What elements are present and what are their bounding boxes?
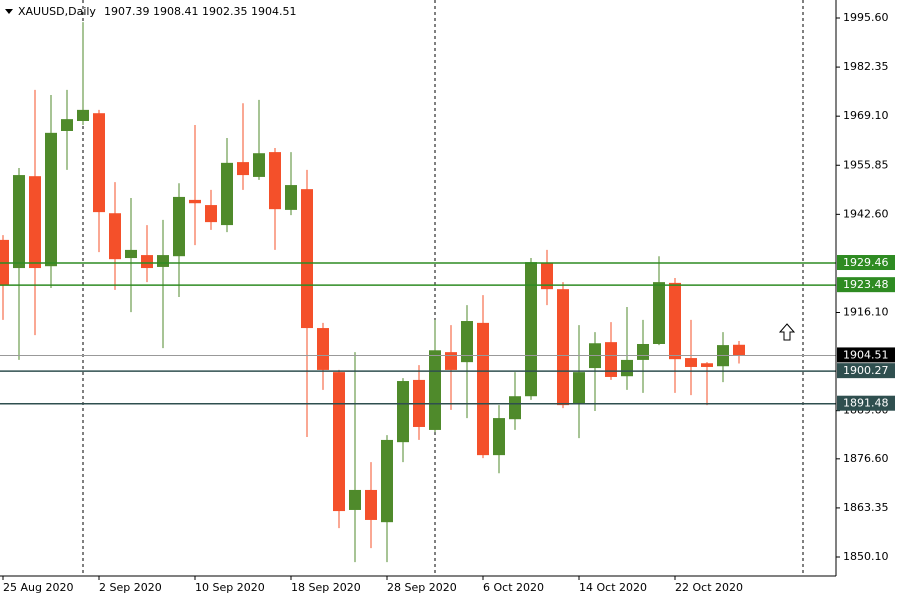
- candle-body: [205, 205, 217, 223]
- level-label: 1891.48: [843, 397, 889, 410]
- candle-body: [61, 119, 73, 131]
- header: XAUUSD,Daily 1907.39 1908.41 1902.35 190…: [5, 5, 297, 18]
- level-box: [837, 363, 895, 379]
- candle-body: [349, 489, 361, 510]
- candle-body: [541, 262, 553, 290]
- y-tick-label: 1863.35: [843, 501, 889, 514]
- current-price-label: 1904.51: [843, 348, 889, 361]
- candle-body: [733, 344, 745, 356]
- x-tick-label: 14 Oct 2020: [579, 581, 647, 594]
- candle-body: [653, 282, 665, 344]
- candle-body: [173, 196, 185, 257]
- chart-title: XAUUSD,Daily: [18, 5, 96, 18]
- plot: [0, 22, 836, 563]
- y-tick-label: 1916.10: [843, 306, 889, 319]
- candle-body: [509, 396, 521, 420]
- candle-body: [317, 328, 329, 370]
- candle-body: [253, 153, 265, 177]
- candle-body: [669, 282, 681, 360]
- candle-body: [365, 489, 377, 520]
- y-tick-label: 1969.10: [843, 109, 889, 122]
- candle-body: [93, 113, 105, 213]
- candle-body: [477, 322, 489, 456]
- x-tick-label: 2 Sep 2020: [99, 581, 162, 594]
- candle-body: [685, 358, 697, 367]
- candle-body: [637, 343, 649, 360]
- candle-body: [157, 255, 169, 267]
- candle-body: [13, 175, 25, 269]
- x-tick-label: 28 Sep 2020: [387, 581, 457, 594]
- ohlc-close: 1904.51: [251, 5, 297, 18]
- candle-body: [381, 439, 393, 523]
- ohlc-open: 1907.39: [104, 5, 150, 18]
- candle-body: [125, 249, 137, 259]
- level-label: 1923.48: [843, 278, 889, 291]
- candle-body: [397, 381, 409, 443]
- candle-body: [301, 189, 313, 329]
- level-box: [837, 255, 895, 271]
- level-box: [837, 277, 895, 293]
- candle-body: [429, 350, 441, 430]
- candle-body: [45, 132, 57, 267]
- candle-body: [525, 262, 537, 397]
- candle-body: [285, 185, 297, 210]
- y-tick-label: 1942.60: [843, 207, 889, 220]
- candle-body: [269, 152, 281, 210]
- candle-body: [621, 359, 633, 377]
- candle-body: [77, 109, 89, 121]
- candle-body: [445, 352, 457, 370]
- candle-body: [189, 199, 201, 204]
- cursor-arrow: [778, 323, 796, 341]
- level-label: 1929.46: [843, 256, 889, 269]
- candle-body: [141, 255, 153, 269]
- candle-body: [605, 342, 617, 377]
- candle-body: [221, 162, 233, 226]
- candle-body: [493, 418, 505, 456]
- candle-body: [461, 321, 473, 363]
- candle-body: [333, 372, 345, 512]
- candle-body: [29, 176, 41, 269]
- y-tick-label: 1995.60: [843, 11, 889, 24]
- level-box: [837, 395, 895, 411]
- x-tick-label: 10 Sep 2020: [195, 581, 265, 594]
- x-tick-label: 6 Oct 2020: [483, 581, 544, 594]
- x-tick-label: 18 Sep 2020: [291, 581, 361, 594]
- candle-body: [573, 372, 585, 405]
- x-tick-label: 25 Aug 2020: [3, 581, 73, 594]
- candle-body: [109, 213, 121, 260]
- menu-triangle: [5, 9, 13, 14]
- ohlc-high: 1908.41: [153, 5, 199, 18]
- axis: 1995.60 1982.35 1969.10 1955.85 1942.60 1916.…: [2, 11, 895, 594]
- current-price-box: [837, 347, 895, 363]
- level-label: 1900.27: [843, 364, 889, 377]
- candle-body: [701, 363, 713, 367]
- candle-body: [557, 289, 569, 406]
- y-tick-label: 1955.85: [843, 158, 889, 171]
- y-tick-label: 1876.60: [843, 452, 889, 465]
- x-tick-label: 22 Oct 2020: [675, 581, 743, 594]
- candle-body: [237, 162, 249, 176]
- y-tick-label: 1850.10: [843, 550, 889, 563]
- ohlc-low: 1902.35: [202, 5, 248, 18]
- y-tick-label: 1982.35: [843, 60, 889, 73]
